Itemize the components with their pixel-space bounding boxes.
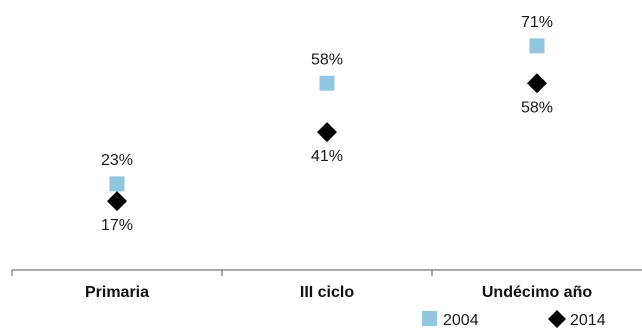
data-label: 17% bbox=[101, 217, 133, 234]
legend-label: 2004 bbox=[443, 312, 479, 329]
point-diamond-2014 bbox=[107, 191, 127, 212]
legend-item-2014: 2014 bbox=[548, 310, 606, 329]
series-2004: 23% 58% 71% bbox=[101, 14, 553, 192]
series-2014: 17% 41% 58% bbox=[101, 73, 553, 234]
data-label: 58% bbox=[521, 99, 553, 116]
point-square-2004 bbox=[529, 38, 545, 54]
legend-swatch-diamond bbox=[548, 310, 566, 328]
marks-layer: 23% 58% 71% 17% 41% 58% bbox=[101, 14, 553, 234]
category-label: III ciclo bbox=[300, 284, 354, 301]
data-label: 71% bbox=[521, 14, 553, 31]
point-diamond-2014 bbox=[317, 122, 337, 143]
data-label: 41% bbox=[311, 148, 343, 165]
point-diamond-2014 bbox=[527, 73, 547, 94]
point-square-2004 bbox=[109, 176, 125, 192]
data-label: 23% bbox=[101, 152, 133, 169]
point-square-2004 bbox=[319, 75, 335, 91]
legend-label: 2014 bbox=[570, 312, 606, 329]
category-label: Primaria bbox=[85, 284, 149, 301]
legend-swatch-square bbox=[422, 311, 437, 326]
category-label: Undécimo año bbox=[482, 284, 592, 301]
axis-layer: Primaria III ciclo Undécimo año bbox=[11, 269, 642, 301]
legend-item-2004: 2004 bbox=[422, 311, 479, 329]
data-label: 58% bbox=[311, 51, 343, 68]
legend: 2004 2014 bbox=[422, 310, 606, 329]
